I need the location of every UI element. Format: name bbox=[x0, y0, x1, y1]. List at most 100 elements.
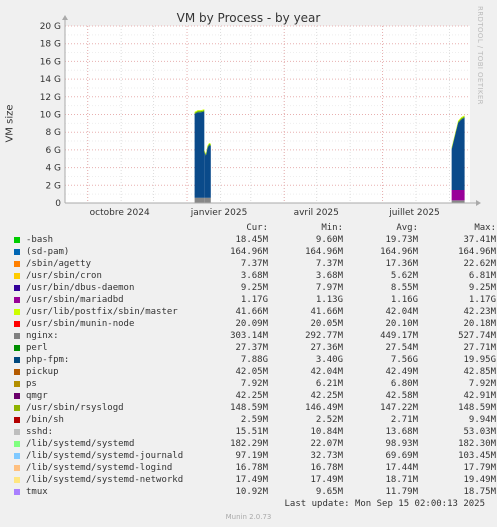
grid bbox=[65, 25, 470, 204]
y-tick-label: 10 G bbox=[40, 111, 61, 121]
legend-max-value: 18.75M bbox=[463, 487, 496, 497]
x-tick-label: janvier 2025 bbox=[190, 208, 248, 218]
legend-avg-value: 449.17M bbox=[380, 331, 418, 341]
legend-max-value: 19.49M bbox=[463, 475, 496, 485]
legend-avg-value: 18.71M bbox=[385, 475, 418, 485]
legend-series-name: (sd-pam) bbox=[26, 247, 70, 257]
legend-max-value: 20.18M bbox=[463, 319, 496, 329]
legend-swatch bbox=[14, 237, 20, 243]
y-tick-label: 4 G bbox=[45, 164, 61, 174]
legend-series-name: /usr/lib/postfix/sbin/master bbox=[26, 307, 178, 317]
legend-cur-value: 148.59M bbox=[230, 403, 268, 413]
legend-swatch bbox=[14, 321, 20, 327]
legend-min-value: 146.49M bbox=[305, 403, 343, 413]
legend-header-cell: Cur: bbox=[246, 223, 268, 233]
legend-series-name: perl bbox=[26, 343, 48, 353]
area-others bbox=[194, 110, 205, 115]
legend-avg-value: 27.54M bbox=[385, 343, 418, 353]
y-tick-label: 16 G bbox=[40, 57, 61, 67]
legend-series-name: /sbin/agetty bbox=[26, 259, 92, 269]
legend-swatch bbox=[14, 249, 20, 255]
legend-max-value: 27.71M bbox=[463, 343, 496, 353]
legend-series-name: /usr/sbin/munin-node bbox=[26, 319, 135, 329]
legend-cur-value: 97.19M bbox=[235, 451, 268, 461]
chart-canvas: 0 2 G 4 G 6 G 8 G 10 G 12 G 14 G 16 G 18 G 20 G oc… bbox=[40, 15, 481, 218]
legend-max-value: 19.95G bbox=[463, 355, 496, 365]
legend-cur-value: 1.17G bbox=[240, 295, 268, 305]
legend-series-name: tmux bbox=[26, 487, 48, 497]
legend-series-name: /usr/sbin/mariadbd bbox=[26, 295, 124, 305]
chart-title: VM by Process - by year bbox=[176, 11, 321, 25]
legend-row: /usr/lib/postfix/sbin/master 41.66M 41.66M… bbox=[12, 306, 496, 318]
legend-row: /lib/systemd/systemd 182.29M 22.07M 98.93M 1… bbox=[12, 438, 496, 450]
legend-row: /lib/systemd/systemd-logind 16.78M 16.78M 1… bbox=[12, 462, 496, 474]
legend-swatch bbox=[14, 381, 20, 387]
legend-max-value: 9.25M bbox=[468, 283, 496, 293]
legend-swatch bbox=[14, 297, 20, 303]
legend-avg-value: 42.49M bbox=[385, 367, 418, 377]
legend-min-value: 292.77M bbox=[305, 331, 343, 341]
legend-cur-value: 7.37M bbox=[240, 259, 268, 269]
legend-cur-value: 3.68M bbox=[240, 271, 268, 281]
y-tick-label: 18 G bbox=[40, 40, 61, 50]
legend-row: /lib/systemd/systemd-networkd 17.49M 17.49… bbox=[12, 474, 496, 486]
area-master bbox=[194, 109, 205, 113]
legend-cur-value: 42.25M bbox=[235, 391, 268, 401]
legend-avg-value: 17.44M bbox=[385, 463, 418, 473]
legend-series-name: /lib/systemd/systemd-networkd bbox=[26, 475, 184, 485]
x-tick-labels: octobre 2024 janvier 2025 avril 2025 juille… bbox=[90, 208, 440, 218]
legend-swatch bbox=[14, 429, 20, 435]
legend-series-name: php-fpm: bbox=[26, 355, 70, 365]
munin-version: Munin 2.0.73 bbox=[225, 513, 272, 521]
legend-row: perl 27.37M 27.36M 27.54M 27.71M bbox=[12, 342, 496, 354]
legend-cur-value: 15.51M bbox=[235, 427, 268, 437]
legend-min-value: 3.40G bbox=[315, 355, 343, 365]
legend-row: /usr/bin/dbus-daemon 9.25M 7.97M 8.55M 9.25M bbox=[12, 282, 496, 294]
area-php-fpm bbox=[204, 145, 211, 198]
axes bbox=[62, 15, 481, 206]
legend-min-value: 17.49M bbox=[310, 475, 343, 485]
legend-cur-value: 17.49M bbox=[235, 475, 268, 485]
legend-series-name: sshd: bbox=[26, 427, 54, 437]
area-master bbox=[204, 142, 211, 155]
legend-max-value: 42.23M bbox=[463, 307, 496, 317]
legend-row: (sd-pam) 164.96M 164.96M 164.96M 164.96M bbox=[12, 246, 496, 258]
area-php-fpm bbox=[451, 117, 465, 190]
legend-series-name: /lib/systemd/systemd-logind bbox=[26, 463, 173, 473]
legend-min-value: 6.21M bbox=[315, 379, 343, 389]
legend-cur-value: 18.45M bbox=[235, 235, 268, 245]
area-nginx bbox=[204, 197, 211, 203]
legend-min-value: 10.84M bbox=[310, 427, 343, 437]
legend-series-name: /usr/sbin/rsyslogd bbox=[26, 403, 124, 413]
last-update: Last update: Mon Sep 15 02:00:13 2025 bbox=[284, 499, 485, 509]
legend-min-value: 41.66M bbox=[310, 307, 343, 317]
legend-cur-value: 164.96M bbox=[230, 247, 268, 257]
x-axis-arrow bbox=[476, 200, 481, 206]
legend-max-value: 22.62M bbox=[463, 259, 496, 269]
legend-row: nginx: 303.14M 292.77M 449.17M 527.74M bbox=[12, 330, 496, 342]
legend-min-value: 16.78M bbox=[310, 463, 343, 473]
legend-swatch bbox=[14, 489, 20, 495]
legend-min-value: 2.52M bbox=[315, 415, 343, 425]
legend-cur-value: 10.92M bbox=[235, 487, 268, 497]
legend-row: pickup 42.05M 42.04M 42.49M 42.85M bbox=[12, 366, 496, 378]
legend-cur-value: 42.05M bbox=[235, 367, 268, 377]
legend-avg-value: 7.56G bbox=[390, 355, 418, 365]
legend-avg-value: 2.71M bbox=[390, 415, 418, 425]
legend-min-value: 3.68M bbox=[315, 271, 343, 281]
legend-avg-value: 5.62M bbox=[390, 271, 418, 281]
legend-max-value: 527.74M bbox=[458, 331, 496, 341]
legend-swatch bbox=[14, 285, 20, 291]
legend-series-name: /lib/systemd/systemd bbox=[26, 439, 135, 449]
legend-cur-value: 182.29M bbox=[230, 439, 268, 449]
legend-max-value: 164.96M bbox=[458, 247, 496, 257]
legend-cur-value: 41.66M bbox=[235, 307, 268, 317]
legend-max-value: 17.79M bbox=[463, 463, 496, 473]
legend-series-name: /lib/systemd/systemd-journald bbox=[26, 451, 184, 461]
legend-avg-value: 17.36M bbox=[385, 259, 418, 269]
legend-swatch bbox=[14, 309, 20, 315]
legend-avg-value: 8.55M bbox=[390, 283, 418, 293]
legend-row: /usr/sbin/mariadbd 1.17G 1.13G 1.16G 1.17G bbox=[12, 294, 496, 306]
y-tick-label: 12 G bbox=[40, 93, 61, 103]
legend-avg-value: 147.22M bbox=[380, 403, 418, 413]
